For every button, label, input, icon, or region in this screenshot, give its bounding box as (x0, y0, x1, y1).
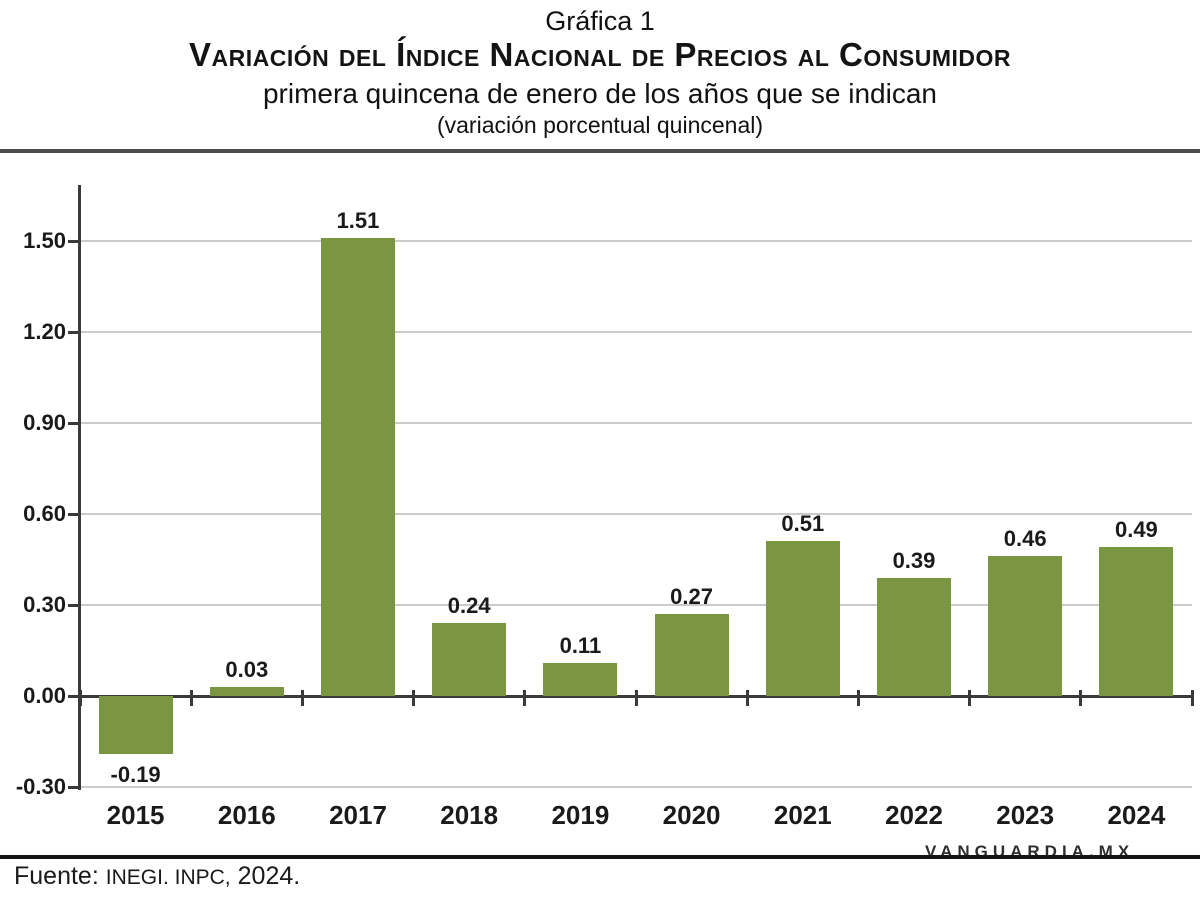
bar-value-label: 0.27 (670, 584, 713, 610)
chart-number-title: Gráfica 1 (545, 6, 655, 36)
bar-2016 (209, 686, 284, 696)
bar-2024 (1099, 547, 1174, 696)
x-axis-tick (78, 690, 82, 706)
y-axis-tick (68, 513, 81, 516)
bar-2017 (321, 237, 395, 696)
x-axis-tick (968, 690, 972, 706)
bar-value-label: 0.49 (1114, 517, 1158, 543)
gridline (80, 240, 1192, 242)
bar-value-label: -0.19 (110, 761, 161, 787)
y-tick-label: 0.90 (23, 410, 66, 435)
x-axis-tick (745, 690, 749, 706)
chart-subtitle: primera quincena de enero de los años qu… (262, 78, 937, 109)
bar-2015 (98, 696, 173, 754)
y-tick-label: 1.20 (23, 319, 66, 344)
gridline (80, 422, 1192, 424)
source-year: 2024. (237, 862, 301, 890)
x-axis-tick (189, 690, 193, 706)
bar-value-label: 0.51 (781, 511, 825, 537)
gridline (80, 331, 1192, 333)
watermark: VANGUARDIA.MX (925, 842, 1135, 861)
bar-value-label: 0.39 (892, 547, 936, 573)
y-axis-tick (68, 331, 81, 334)
y-axis-tick (68, 240, 81, 243)
chart-unit-note: (variación porcentual quincenal) (436, 112, 764, 138)
bar-2022 (877, 577, 951, 696)
bar-2019 (543, 662, 618, 696)
bar-value-label: 1.51 (336, 207, 380, 233)
source-agency: INEGI. INPC, (105, 866, 231, 889)
bar-2021 (765, 541, 840, 696)
y-axis-tick (68, 422, 81, 425)
source-prefix: Fuente: (14, 862, 99, 890)
x-axis-tick (523, 690, 527, 706)
bar-2023 (988, 556, 1063, 696)
bar-value-label: 0.11 (559, 632, 602, 658)
x-tick-label: 2017 (329, 800, 387, 830)
x-tick-label: 2022 (885, 800, 943, 830)
x-tick-label: 2018 (440, 800, 499, 830)
bar-2020 (654, 614, 729, 696)
x-tick-label: 2021 (773, 800, 832, 830)
x-axis-tick (1079, 690, 1083, 706)
gridline (80, 785, 1192, 788)
bar-value-label: 0.46 (1003, 526, 1047, 552)
y-tick-label: 0.00 (23, 683, 66, 708)
x-axis-tick (634, 690, 638, 706)
y-axis-tick (68, 604, 81, 607)
source-note: Fuente: INEGI. INPC, 2024. (14, 862, 300, 891)
y-tick-label: 0.60 (23, 501, 66, 526)
x-tick-label: 2019 (551, 800, 610, 830)
x-tick-label: 2023 (996, 800, 1055, 830)
x-tick-label: 2020 (662, 800, 721, 830)
y-axis-line (78, 185, 81, 790)
y-axis-tick (68, 695, 81, 698)
x-axis-tick (856, 690, 860, 706)
y-axis-tick (68, 785, 81, 789)
x-tick-label: 2015 (106, 800, 165, 830)
y-tick-label: -0.30 (15, 773, 66, 799)
y-tick-label: 0.30 (23, 592, 66, 617)
bar-2018 (432, 623, 507, 696)
x-axis-tick (300, 690, 304, 706)
y-tick-label: 1.50 (23, 228, 66, 253)
bar-value-label: 0.24 (447, 593, 491, 619)
x-axis-tick (1190, 690, 1194, 706)
bar-value-label: 0.03 (225, 656, 269, 682)
chart-main-title: Variación del Índice Nacional de Precios… (189, 36, 1011, 73)
x-tick-label: 2016 (217, 800, 276, 830)
gridline (80, 604, 1192, 606)
x-tick-label: 2024 (1107, 800, 1166, 830)
footer-divider-rule (0, 855, 1200, 859)
gridline (80, 513, 1192, 515)
header-divider-rule (0, 149, 1200, 153)
x-axis-tick (412, 690, 416, 706)
